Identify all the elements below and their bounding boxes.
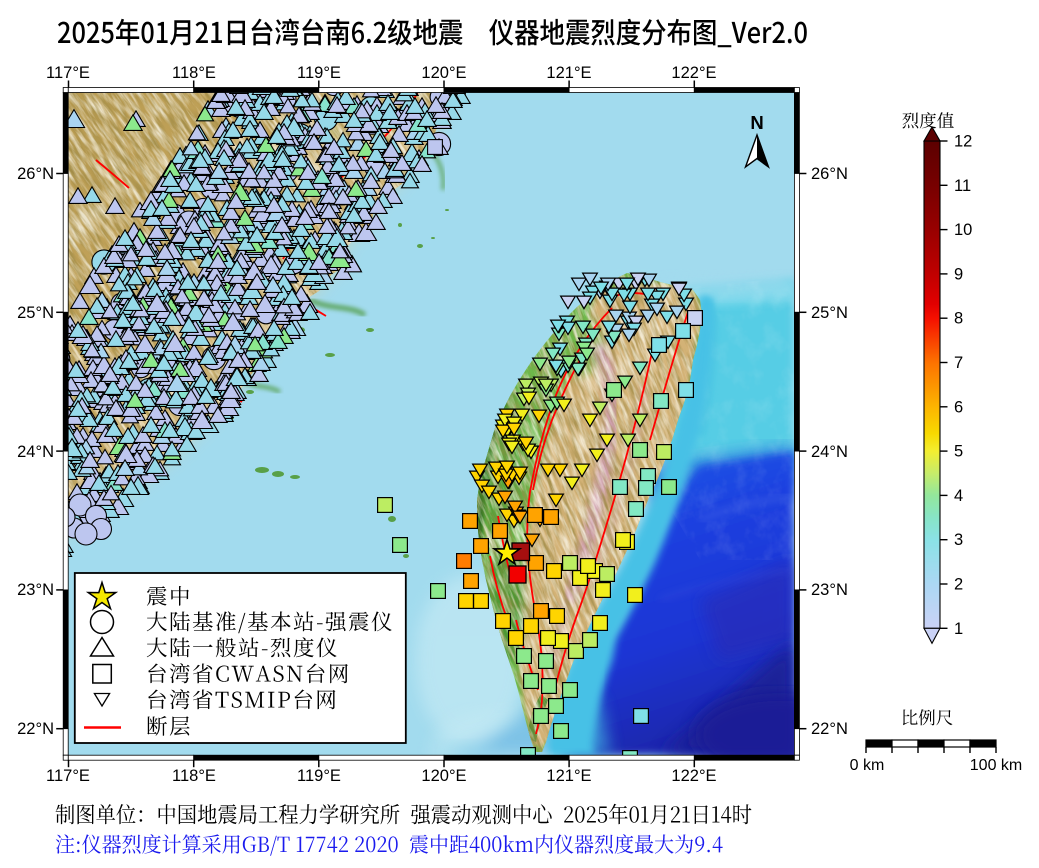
- svg-text:2: 2: [954, 576, 963, 594]
- svg-text:26°N: 26°N: [811, 165, 848, 183]
- svg-text:7: 7: [954, 354, 963, 372]
- svg-text:24°N: 24°N: [17, 443, 54, 461]
- svg-text:119°E: 119°E: [297, 64, 341, 82]
- svg-text:25°N: 25°N: [811, 304, 848, 322]
- svg-text:22°N: 22°N: [17, 720, 54, 738]
- svg-text:1: 1: [954, 620, 963, 638]
- svg-text:120°E: 120°E: [421, 64, 466, 82]
- svg-text:118°E: 118°E: [172, 767, 216, 785]
- svg-text:24°N: 24°N: [811, 443, 848, 461]
- svg-text:4: 4: [954, 487, 963, 505]
- svg-text:9: 9: [954, 265, 963, 283]
- svg-text:3: 3: [954, 531, 963, 549]
- svg-text:119°E: 119°E: [297, 767, 341, 785]
- svg-text:100 km: 100 km: [970, 757, 1022, 774]
- svg-text:10: 10: [954, 221, 972, 239]
- svg-text:120°E: 120°E: [421, 767, 466, 785]
- svg-text:22°N: 22°N: [811, 720, 848, 738]
- svg-text:117°E: 117°E: [46, 64, 90, 82]
- svg-text:26°N: 26°N: [17, 165, 54, 183]
- svg-text:11: 11: [954, 177, 971, 195]
- svg-text:121°E: 121°E: [546, 767, 591, 785]
- svg-text:23°N: 23°N: [17, 581, 54, 599]
- svg-text:N: N: [750, 112, 763, 133]
- svg-text:0 km: 0 km: [850, 757, 885, 774]
- svg-text:6: 6: [954, 398, 963, 416]
- svg-text:23°N: 23°N: [811, 581, 848, 599]
- svg-text:25°N: 25°N: [17, 304, 54, 322]
- svg-text:5: 5: [954, 443, 963, 461]
- svg-text:8: 8: [954, 310, 963, 328]
- svg-text:118°E: 118°E: [172, 64, 216, 82]
- svg-text:117°E: 117°E: [46, 767, 90, 785]
- svg-text:12: 12: [954, 133, 972, 151]
- svg-text:122°E: 122°E: [671, 767, 716, 785]
- svg-text:121°E: 121°E: [546, 64, 591, 82]
- svg-text:122°E: 122°E: [671, 64, 716, 82]
